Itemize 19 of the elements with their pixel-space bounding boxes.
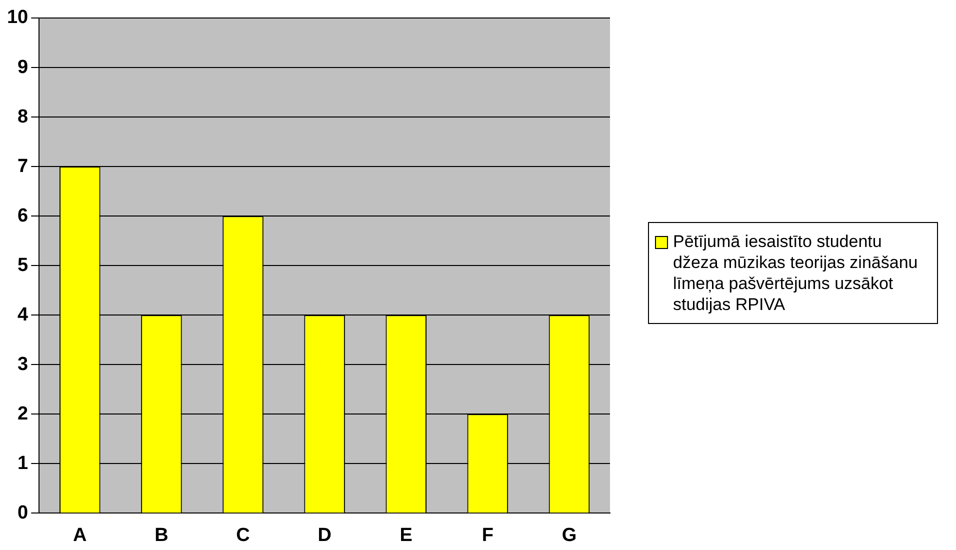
y-tick-label: 2 (18, 403, 28, 424)
y-tick-label: 4 (18, 304, 29, 326)
y-tick-label: 0 (18, 502, 28, 524)
x-tick-label: E (400, 524, 412, 546)
y-tick-label: 8 (18, 106, 28, 128)
x-tick-label: B (154, 524, 168, 546)
x-tick-label: F (482, 524, 494, 546)
x-tick-label: G (562, 524, 577, 546)
y-tick-label: 3 (18, 354, 28, 375)
x-tick-label: C (236, 524, 250, 546)
legend-label: Pētījumā iesaistīto studentu džeza mūzikas teorijas zināšanu līmeņa pašvērtējums uzsākot studijas RPIVA (673, 231, 919, 315)
y-tick-label: 5 (18, 254, 29, 276)
y-tick-label: 9 (18, 56, 28, 78)
y-tick-label: 6 (18, 205, 28, 226)
y-tick-label: 10 (6, 7, 28, 28)
x-tick-label: A (73, 524, 88, 546)
x-tick-label: D (318, 524, 332, 546)
y-tick-label: 7 (18, 156, 28, 177)
y-tick-label: 1 (18, 452, 29, 474)
